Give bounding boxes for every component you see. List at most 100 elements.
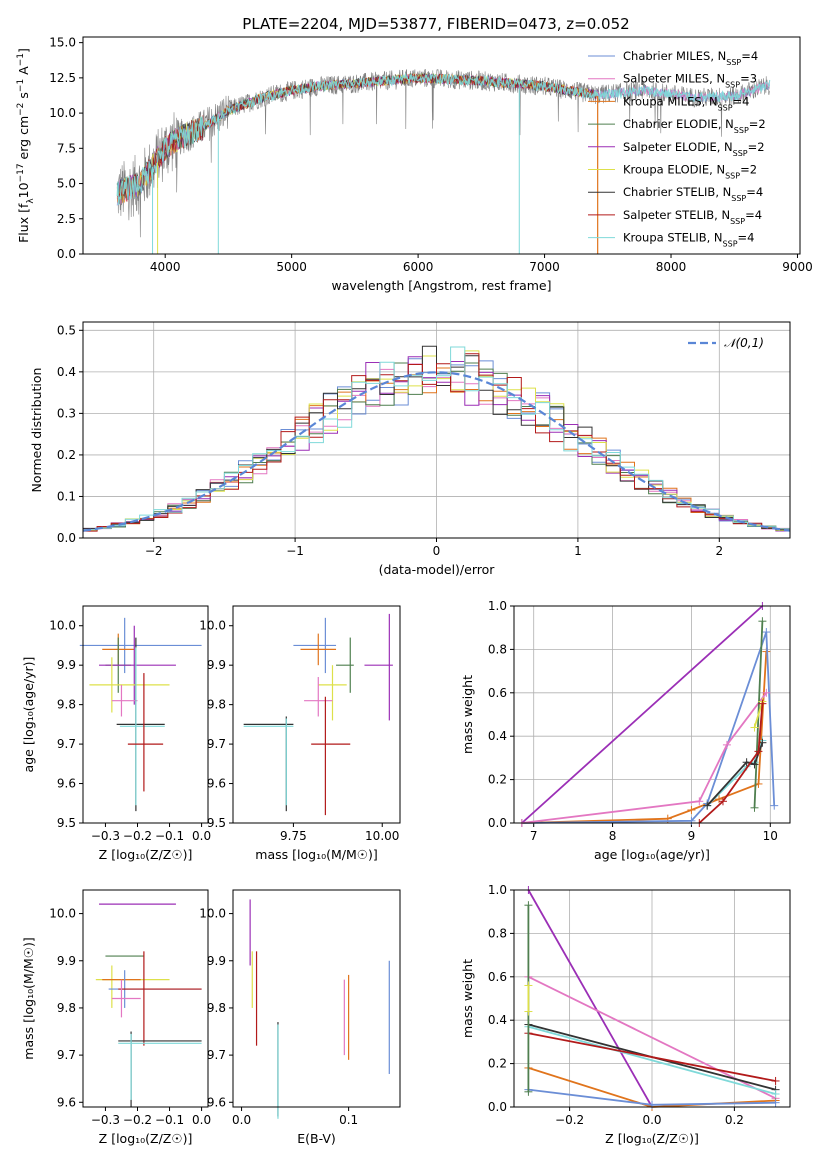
legend-value: =4 <box>746 185 763 199</box>
figure-title: PLATE=2204, MJD=53877, FIBERID=0473, z=0… <box>242 15 629 33</box>
y-tick-label: 9.6 <box>207 1095 226 1109</box>
x-tick-label: −0.2 <box>555 1113 584 1127</box>
errorbars-mass-vs-Z <box>95 903 202 1107</box>
y-axis-label-part: −2 <box>16 103 26 116</box>
y-tick-label: 0.4 <box>488 729 507 743</box>
y-axis-label-part: −17 <box>16 163 26 182</box>
x-tick-label: 9 <box>688 829 696 843</box>
y-tick-label: 9.7 <box>57 1048 76 1062</box>
y-axis-label-part: erg cm <box>16 116 31 164</box>
legend-name: Kroupa ELODIE, N <box>623 163 725 177</box>
y-tick-label: 0.0 <box>57 247 76 261</box>
weight-vs-age-frame <box>513 605 791 824</box>
residuals-frame <box>82 321 791 539</box>
normal-curve <box>83 371 790 532</box>
age-vs-mass-frame <box>232 605 401 824</box>
x-tick-label: −0.2 <box>123 829 152 843</box>
x-tick-label: 0 <box>433 544 441 558</box>
errorbars-mass-vs-EBV <box>249 899 390 1119</box>
x-axis-label: Z [log₁₀(Z/Z☉)] <box>99 847 193 862</box>
x-tick-label: 8 <box>609 829 617 843</box>
legend-label: Kroupa STELIB, NSSP=4 <box>623 231 754 249</box>
x-tick-label: 1 <box>574 544 582 558</box>
legend-value: =4 <box>745 208 762 222</box>
y-tick-label: 9.6 <box>57 777 76 791</box>
x-tick-label: 9.75 <box>280 829 307 843</box>
legend-sub: SSP <box>725 171 740 180</box>
histograms <box>83 345 790 534</box>
y-tick-label: 9.9 <box>207 658 226 672</box>
legend-label: Salpeter MILES, NSSP=3 <box>623 72 757 90</box>
x-tick-label: 7000 <box>529 260 560 274</box>
legend-value: =2 <box>740 163 757 177</box>
axes-mass-vs-Z: −0.3 −0.2 −0.1 0.0 9.6 9.7 9.8 9.9 10.0 <box>49 907 211 1127</box>
legend-value: =2 <box>749 117 766 131</box>
x-tick-label: 6000 <box>403 260 434 274</box>
legend-name: Salpeter STELIB, N <box>623 208 730 222</box>
legend-name: Kroupa MILES, N <box>623 94 718 108</box>
y-tick-label: 0.2 <box>488 1057 507 1071</box>
x-tick-label: 0.0 <box>192 829 211 843</box>
axes-mass-vs-EBV: 0.0 0.1 9.6 9.7 9.8 9.9 10.0 <box>199 907 358 1127</box>
spectrum-lines <box>116 68 771 254</box>
axes-weight-vs-age: 7 8 9 10 0.0 0.2 0.4 0.6 0.8 1.0 <box>488 599 790 843</box>
y-axis-label-part: A <box>16 66 31 79</box>
y-tick-label: 0.1 <box>57 489 76 503</box>
legend-name: Chabrier ELODIE, N <box>623 117 734 131</box>
spectrum-frame <box>82 36 801 255</box>
y-tick-label: 0.6 <box>488 970 507 984</box>
y-tick-label: 0.3 <box>57 406 76 420</box>
y-tick-label: 0.4 <box>488 1013 507 1027</box>
errorbars-age-vs-mass <box>243 613 393 816</box>
x-tick-label: 8000 <box>656 260 687 274</box>
y-tick-label: 9.8 <box>207 1001 226 1015</box>
y-axis-label: age [log₁₀(age/yr)] <box>21 657 36 773</box>
x-tick-label: 10.00 <box>365 829 399 843</box>
y-tick-label: 0.8 <box>488 926 507 940</box>
y-tick-label: 0.5 <box>57 323 76 337</box>
x-tick-label: 10 <box>763 829 778 843</box>
y-axis-label: mass [log₁₀(M/M☉)] <box>21 937 36 1059</box>
weights-weight-vs-age <box>517 602 779 827</box>
y-axis-label-part: s <box>16 92 31 103</box>
y-tick-label: 5.0 <box>57 177 76 191</box>
y-tick-label: 0.2 <box>488 773 507 787</box>
y-tick-label: 9.6 <box>57 1095 76 1109</box>
weight-line <box>527 889 653 1108</box>
x-tick-label: 0.2 <box>725 1113 744 1127</box>
x-axis-label: mass [log₁₀(M/M☉)] <box>255 847 377 862</box>
legend-name: Salpeter MILES, N <box>623 72 725 86</box>
legend-label: Chabrier STELIB, NSSP=4 <box>623 185 763 203</box>
y-tick-label: 9.5 <box>57 816 76 830</box>
y-axis-label: mass weight <box>460 959 475 1038</box>
y-tick-label: 10.0 <box>49 619 76 633</box>
axes-residuals: −2 −1 0 1 2 0.0 0.1 0.2 0.3 0.4 0.5 <box>57 322 790 558</box>
y-tick-label: 9.8 <box>57 698 76 712</box>
legend-name: Kroupa STELIB, N <box>623 231 723 245</box>
weight-line <box>521 605 764 824</box>
y-axis-label: Normed distribution <box>29 368 44 493</box>
y-tick-label: 15.0 <box>49 36 76 50</box>
legend-value: =4 <box>741 49 758 63</box>
y-tick-label: 9.6 <box>207 777 226 791</box>
y-axis-label-part: Flux [f <box>16 203 31 243</box>
y-tick-label: 0.0 <box>488 1100 507 1114</box>
y-tick-label: 9.5 <box>207 816 226 830</box>
residual-histogram <box>83 346 790 532</box>
x-tick-label: −0.3 <box>91 1113 120 1127</box>
legend-sub: SSP <box>733 148 748 157</box>
axes-age-vs-Z: −0.3 −0.2 −0.1 0.0 9.5 9.6 9.7 9.8 9.9 10.0 <box>49 619 211 843</box>
x-axis-label: E(B-V) <box>297 1131 336 1146</box>
y-tick-label: 2.5 <box>57 212 76 226</box>
y-tick-label: 1.0 <box>488 883 507 897</box>
weight-line <box>528 1025 776 1095</box>
x-tick-label: −1 <box>286 544 304 558</box>
legend-label: Kroupa MILES, NSSP=4 <box>623 94 749 112</box>
x-tick-label: 4000 <box>150 260 181 274</box>
weight-line <box>521 692 768 824</box>
y-tick-label: 0.0 <box>57 531 76 545</box>
y-axis-label: Flux [fλ10−17 erg cm−2 s−1 A−1] <box>16 48 36 243</box>
y-tick-label: 7.5 <box>57 141 76 155</box>
legend-sub: SSP <box>726 58 741 67</box>
